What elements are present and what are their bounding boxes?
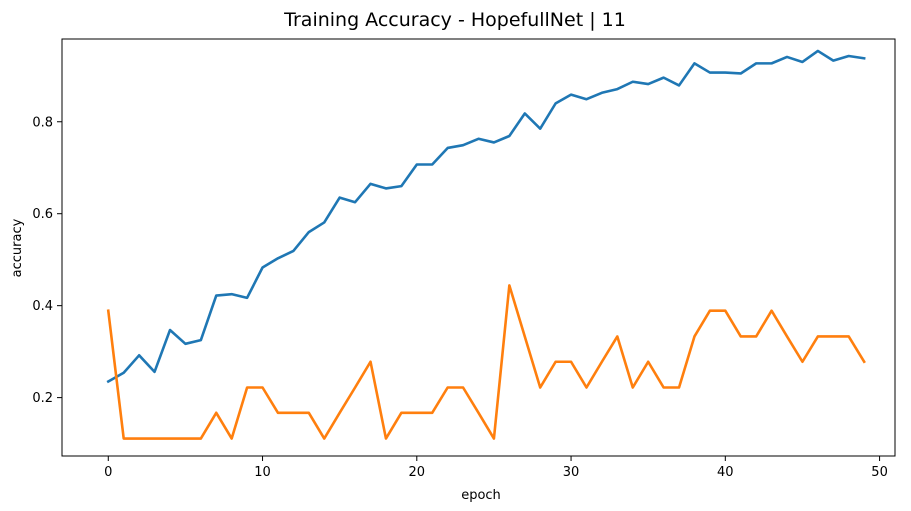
axes: 0 10 20 30 40 50 0.2 0.4 0.6 0.8: [32, 38, 896, 480]
y-tick-label: 0.6: [32, 207, 53, 222]
series-line-1: [106, 49, 866, 384]
y-tick-label: 0.2: [32, 391, 53, 406]
x-tick-label: 50: [871, 465, 888, 480]
x-tick-label: 10: [254, 465, 271, 480]
x-tick-label: 40: [717, 465, 734, 480]
x-tick-label: 0: [104, 465, 112, 480]
y-tick-label: 0.4: [32, 299, 53, 314]
x-tick-label: 30: [563, 465, 580, 480]
x-axis-label: epoch: [461, 488, 501, 503]
chart-title: Training Accuracy - HopefullNet | 11: [283, 9, 626, 31]
plot-area: [106, 49, 866, 440]
series-line-2: [106, 284, 866, 440]
y-axis-label: accuracy: [10, 218, 25, 277]
plot-frame: [61, 38, 896, 457]
y-tick-label: 0.8: [32, 115, 53, 130]
x-tick-label: 20: [409, 465, 426, 480]
